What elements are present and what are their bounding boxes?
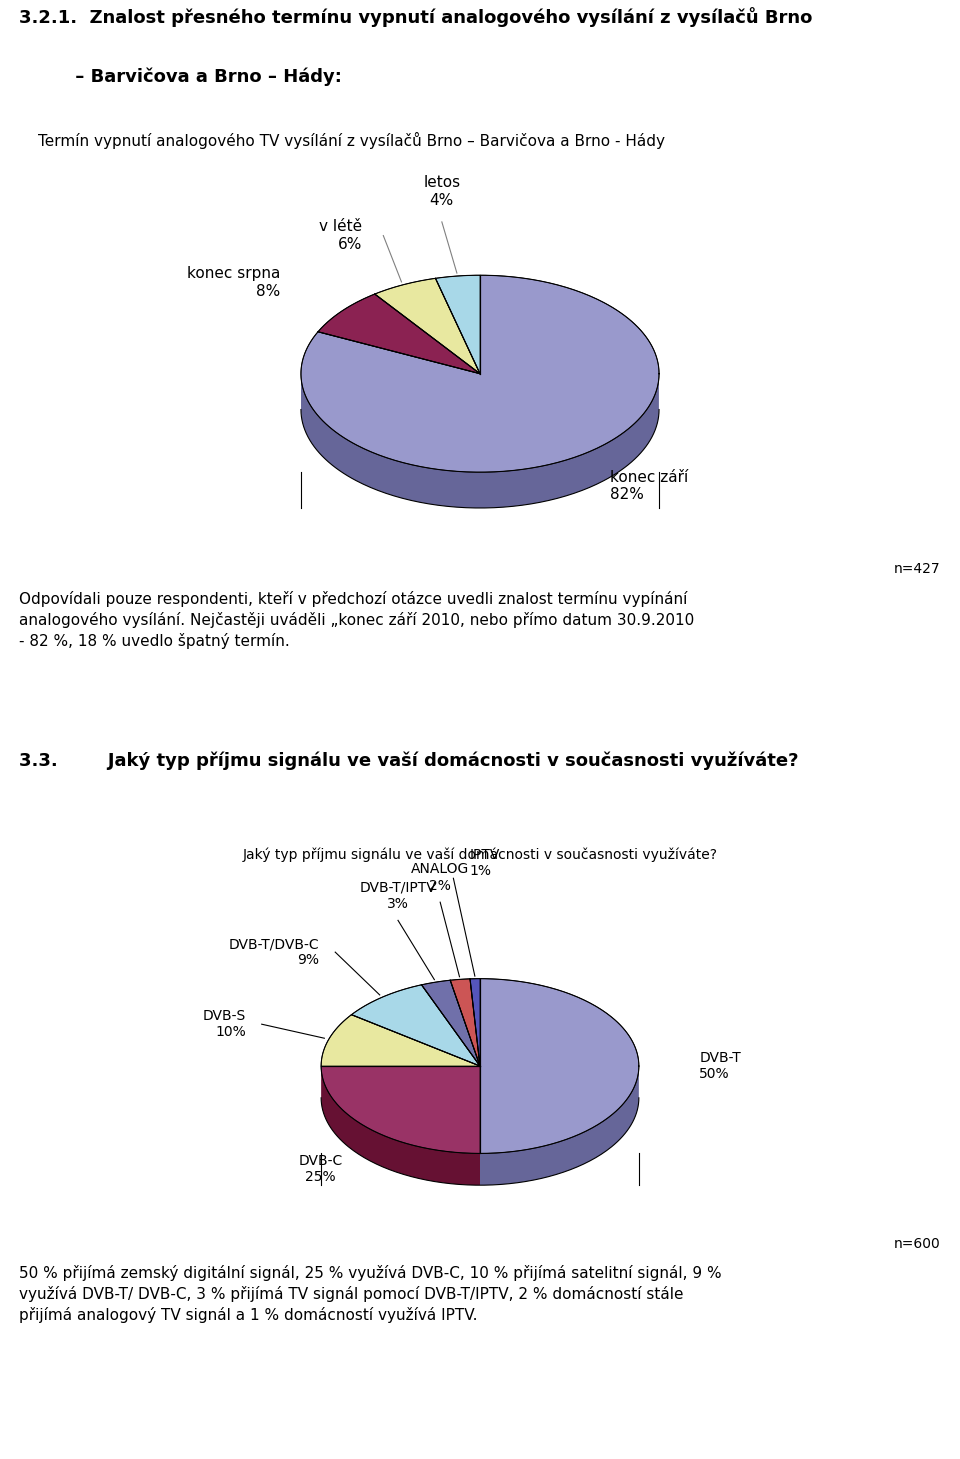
Polygon shape (450, 979, 480, 1067)
Text: 50 % přijímá zemský digitální signál, 25 % využívá DVB-C, 10 % přijímá satelitní: 50 % přijímá zemský digitální signál, 25… (19, 1265, 722, 1323)
Polygon shape (322, 1067, 480, 1154)
Text: konec srpna
8%: konec srpna 8% (186, 267, 280, 299)
Polygon shape (374, 279, 480, 374)
Polygon shape (322, 1014, 480, 1067)
Text: letos
4%: letos 4% (423, 175, 461, 207)
Text: n=427: n=427 (894, 562, 941, 576)
Polygon shape (470, 979, 480, 1067)
Text: v létě
6%: v létě 6% (319, 219, 362, 252)
Polygon shape (300, 276, 660, 473)
Text: 3.3.        Jaký typ příjmu signálu ve vaší domácnosti v současnosti využíváte?: 3.3. Jaký typ příjmu signálu ve vaší dom… (19, 751, 799, 770)
Text: DVB-T
50%: DVB-T 50% (699, 1050, 741, 1081)
Polygon shape (480, 1068, 638, 1185)
Text: DVB-C
25%: DVB-C 25% (299, 1154, 343, 1183)
Text: 3.2.1.  Znalost přesného termínu vypnutí analogového vysílání z vysílačů Brno: 3.2.1. Znalost přesného termínu vypnutí … (19, 7, 812, 28)
Text: – Barvičova a Brno – Hády:: – Barvičova a Brno – Hády: (19, 67, 342, 86)
Polygon shape (301, 376, 659, 508)
Polygon shape (351, 985, 480, 1067)
Text: konec září
82%: konec září 82% (610, 470, 687, 502)
Text: Jaký typ příjmu signálu ve vaší domácnosti v současnosti využíváte?: Jaký typ příjmu signálu ve vaší domácnos… (243, 848, 717, 862)
Polygon shape (421, 980, 480, 1067)
Text: Termín vypnutí analogového TV vysílání z vysílačů Brno – Barvičova a Brno - Hády: Termín vypnutí analogového TV vysílání z… (38, 131, 665, 149)
Text: DVB-T/IPTV
3%: DVB-T/IPTV 3% (360, 881, 437, 910)
Text: DVB-S
10%: DVB-S 10% (203, 1010, 246, 1039)
Polygon shape (480, 979, 638, 1154)
Polygon shape (322, 1067, 480, 1185)
Text: DVB-T/DVB-C
9%: DVB-T/DVB-C 9% (228, 937, 320, 967)
Polygon shape (318, 295, 480, 374)
Text: IPTV
1%: IPTV 1% (469, 848, 499, 878)
Text: n=600: n=600 (894, 1237, 941, 1252)
Text: ANALOG
2%: ANALOG 2% (411, 862, 469, 893)
Text: Odpovídali pouze respondenti, kteří v předchozí otázce uvedli znalost termínu vy: Odpovídali pouze respondenti, kteří v př… (19, 591, 694, 649)
Polygon shape (436, 276, 480, 374)
